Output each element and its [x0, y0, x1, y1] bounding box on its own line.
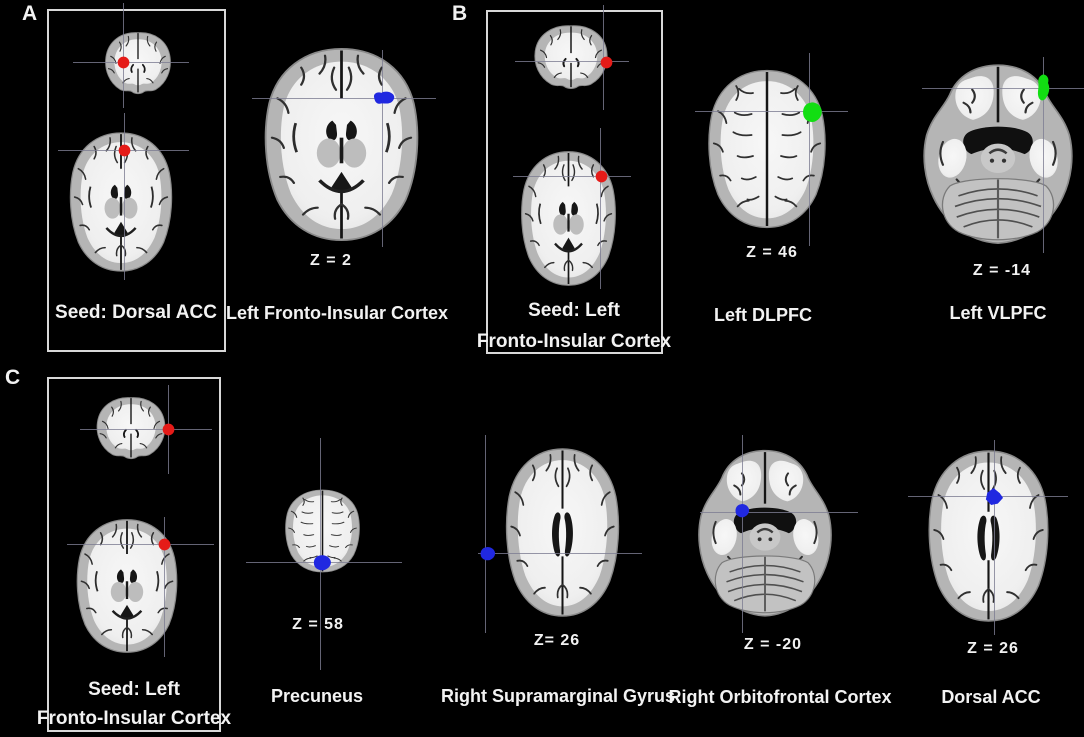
- crosshair-vertical: [123, 3, 124, 108]
- region-label-b2: Left VLPFC: [949, 303, 1047, 323]
- brain-slice-axial-result-c4: [917, 445, 1060, 627]
- seed-caption-c-line1: Seed: Left: [88, 679, 180, 700]
- crosshair-vertical: [485, 435, 486, 633]
- seed-blob: [162, 423, 175, 436]
- panel-a-seed-box: [47, 9, 226, 352]
- z-label-c2: Z= 26: [533, 632, 581, 649]
- panel-b-label: B: [452, 2, 468, 25]
- activation-blob: [312, 554, 332, 571]
- crosshair-vertical: [164, 517, 165, 657]
- z-label-b2: Z = -14: [972, 262, 1032, 279]
- brain-slice-axial-result-c3: [688, 443, 842, 625]
- brain-slice-axial-seed-b: [512, 147, 625, 290]
- seed-blob: [158, 538, 171, 551]
- z-label-a1: Z = 2: [310, 252, 352, 269]
- seed-blob: [595, 170, 608, 183]
- region-label-c4: Dorsal ACC: [941, 687, 1041, 707]
- region-label-c1: Precuneus: [270, 686, 364, 706]
- region-label-a1: Left Fronto-Insular Cortex: [225, 303, 448, 323]
- panel-a-label: A: [22, 2, 38, 25]
- z-label-b1: Z = 46: [746, 244, 798, 261]
- activation-blob: [983, 487, 1004, 506]
- activation-blob: [801, 101, 823, 123]
- brain-slice-axial-result-c2: [495, 443, 630, 622]
- seed-blob: [600, 56, 613, 69]
- crosshair-vertical: [382, 50, 383, 247]
- z-label-c4: Z = 26: [967, 640, 1019, 657]
- crosshair-horizontal: [700, 512, 858, 513]
- crosshair-horizontal: [73, 62, 189, 63]
- crosshair-vertical: [124, 113, 125, 280]
- crosshair-horizontal: [515, 61, 629, 62]
- brain-slice-axial-seed-c: [67, 515, 187, 657]
- crosshair-horizontal: [252, 98, 436, 99]
- region-label-b1: Left DLPFC: [714, 305, 812, 325]
- crosshair-vertical: [1043, 57, 1044, 253]
- crosshair-horizontal: [513, 176, 631, 177]
- panel-c-label: C: [5, 366, 21, 389]
- seed-caption-b-line1: Seed: Left: [528, 300, 620, 321]
- brain-slice-axial-result-b1: [697, 65, 837, 233]
- crosshair-horizontal: [478, 553, 642, 554]
- crosshair-vertical: [994, 440, 995, 635]
- panel-c-seed-box: [47, 377, 221, 732]
- activation-blob: [479, 546, 496, 561]
- seed-caption-b-line2: Fronto-Insular Cortex: [476, 331, 672, 352]
- crosshair-vertical: [809, 53, 810, 246]
- seed-caption-c-line2: Fronto-Insular Cortex: [36, 708, 232, 729]
- crosshair-horizontal: [695, 111, 848, 112]
- activation-blob: [1035, 73, 1051, 103]
- crosshair-vertical: [742, 435, 743, 633]
- seed-caption-a: Seed: Dorsal ACC: [55, 302, 217, 323]
- brain-slice-axial-result-b2: [912, 57, 1084, 253]
- crosshair-horizontal: [80, 429, 212, 430]
- region-label-c3: Right Orbitofrontal Cortex: [668, 687, 892, 707]
- activation-blob: [371, 90, 396, 105]
- seed-blob: [118, 144, 131, 157]
- crosshair-horizontal: [67, 544, 214, 545]
- crosshair-vertical: [320, 438, 321, 670]
- z-label-c1: Z = 58: [292, 616, 344, 633]
- activation-blob: [734, 503, 750, 518]
- crosshair-horizontal: [922, 88, 1084, 89]
- crosshair-vertical: [600, 128, 601, 289]
- seed-blob: [117, 56, 130, 69]
- brain-slice-axial-result-a1: [250, 42, 433, 247]
- panel-b-seed-box: [486, 10, 663, 354]
- region-label-c2: Right Supramarginal Gyrus: [440, 686, 676, 706]
- z-label-c3: Z = -20: [743, 636, 803, 653]
